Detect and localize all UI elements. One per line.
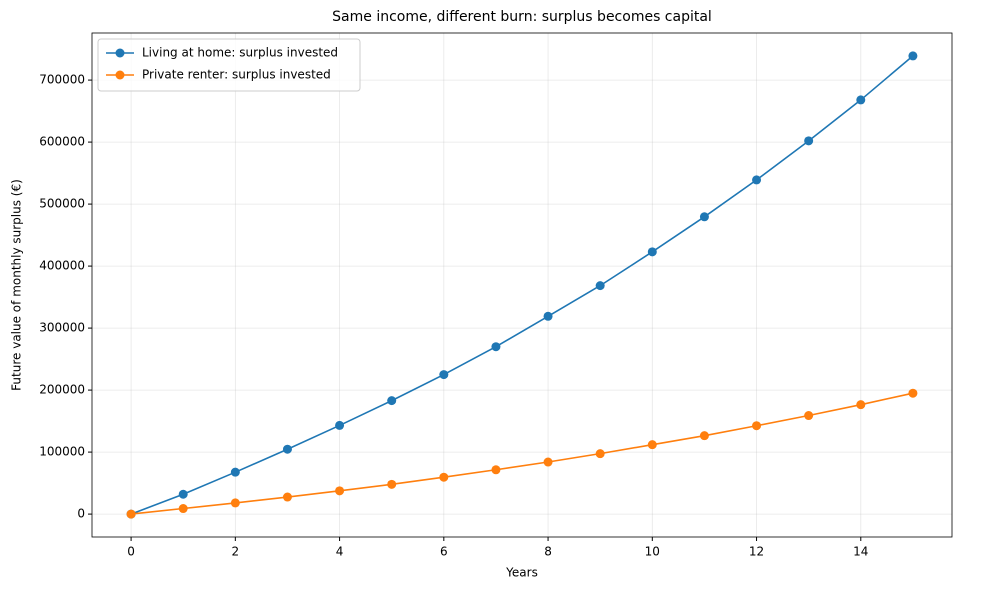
y-tick-label: 700000 (39, 73, 85, 87)
plot-frame (91, 32, 953, 538)
legend-label: Private renter: surplus invested (142, 68, 331, 82)
legend-label: Living at home: surplus invested (142, 46, 338, 60)
data-point (595, 281, 605, 291)
series-line (130, 55, 914, 515)
data-point (699, 431, 709, 441)
y-tick-label: 600000 (39, 135, 85, 149)
data-point (752, 175, 762, 185)
y-tick-label: 300000 (39, 321, 85, 335)
data-point (178, 489, 188, 499)
data-point (804, 136, 814, 146)
data-point (178, 504, 188, 514)
x-axis-label: Years (505, 566, 538, 580)
data-point (282, 444, 292, 454)
data-point (230, 498, 240, 508)
data-point (387, 479, 397, 489)
x-tick-label: 14 (853, 545, 868, 559)
x-tick-label: 0 (127, 545, 135, 559)
x-tick-label: 2 (232, 545, 240, 559)
data-point (335, 420, 345, 430)
data-point (439, 370, 449, 380)
data-point (126, 509, 136, 519)
legend-marker (115, 70, 125, 80)
data-point (647, 440, 657, 450)
series-line (131, 392, 914, 515)
y-tick-label: 0 (77, 507, 85, 521)
x-tick-label: 12 (749, 545, 764, 559)
data-point (699, 212, 709, 222)
data-point (543, 311, 553, 321)
data-point (595, 449, 605, 459)
legend-box (97, 38, 361, 92)
x-tick-label: 6 (440, 545, 448, 559)
data-point (908, 388, 918, 398)
legend-marker (115, 48, 125, 58)
data-point (387, 396, 397, 406)
y-tick-label: 500000 (39, 197, 85, 211)
y-axis-label: Future value of monthly surplus (€) (10, 179, 24, 391)
data-point (491, 342, 501, 352)
data-point (491, 465, 501, 475)
x-tick-label: 4 (336, 545, 344, 559)
data-point (908, 51, 918, 61)
data-point (543, 457, 553, 467)
chart-title: Same income, different burn: surplus bec… (332, 9, 712, 25)
data-point (752, 421, 762, 431)
data-point (856, 400, 866, 410)
y-tick-label: 400000 (39, 259, 85, 273)
data-point (230, 467, 240, 477)
data-point (856, 95, 866, 105)
data-point (282, 492, 292, 502)
x-tick-label: 8 (544, 545, 552, 559)
data-point (439, 472, 449, 482)
y-tick-label: 100000 (39, 445, 85, 459)
x-tick-label: 10 (645, 545, 660, 559)
data-point (647, 247, 657, 257)
y-tick-label: 200000 (39, 383, 85, 397)
legend: Living at home: surplus invested Private … (97, 38, 361, 92)
data-point (335, 486, 345, 496)
data-point (804, 411, 814, 421)
